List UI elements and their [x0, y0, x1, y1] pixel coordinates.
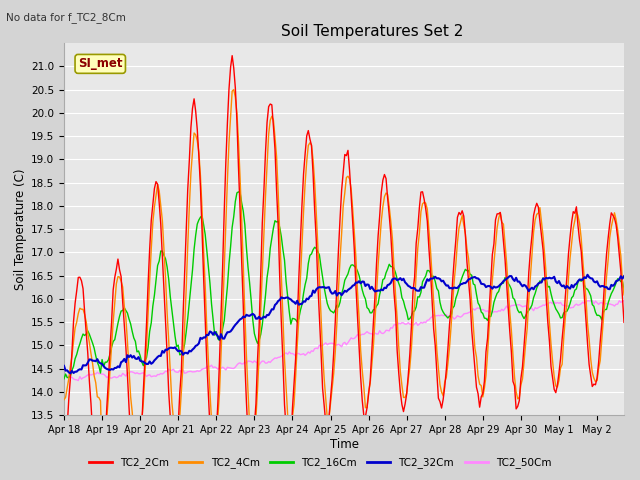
Y-axis label: Soil Temperature (C): Soil Temperature (C) [14, 168, 27, 290]
Text: No data for f_TC2_8Cm: No data for f_TC2_8Cm [6, 12, 126, 23]
Text: SI_met: SI_met [78, 58, 122, 71]
X-axis label: Time: Time [330, 438, 358, 451]
Legend: TC2_2Cm, TC2_4Cm, TC2_16Cm, TC2_32Cm, TC2_50Cm: TC2_2Cm, TC2_4Cm, TC2_16Cm, TC2_32Cm, TC… [84, 453, 556, 472]
Title: Soil Temperatures Set 2: Soil Temperatures Set 2 [281, 24, 463, 39]
